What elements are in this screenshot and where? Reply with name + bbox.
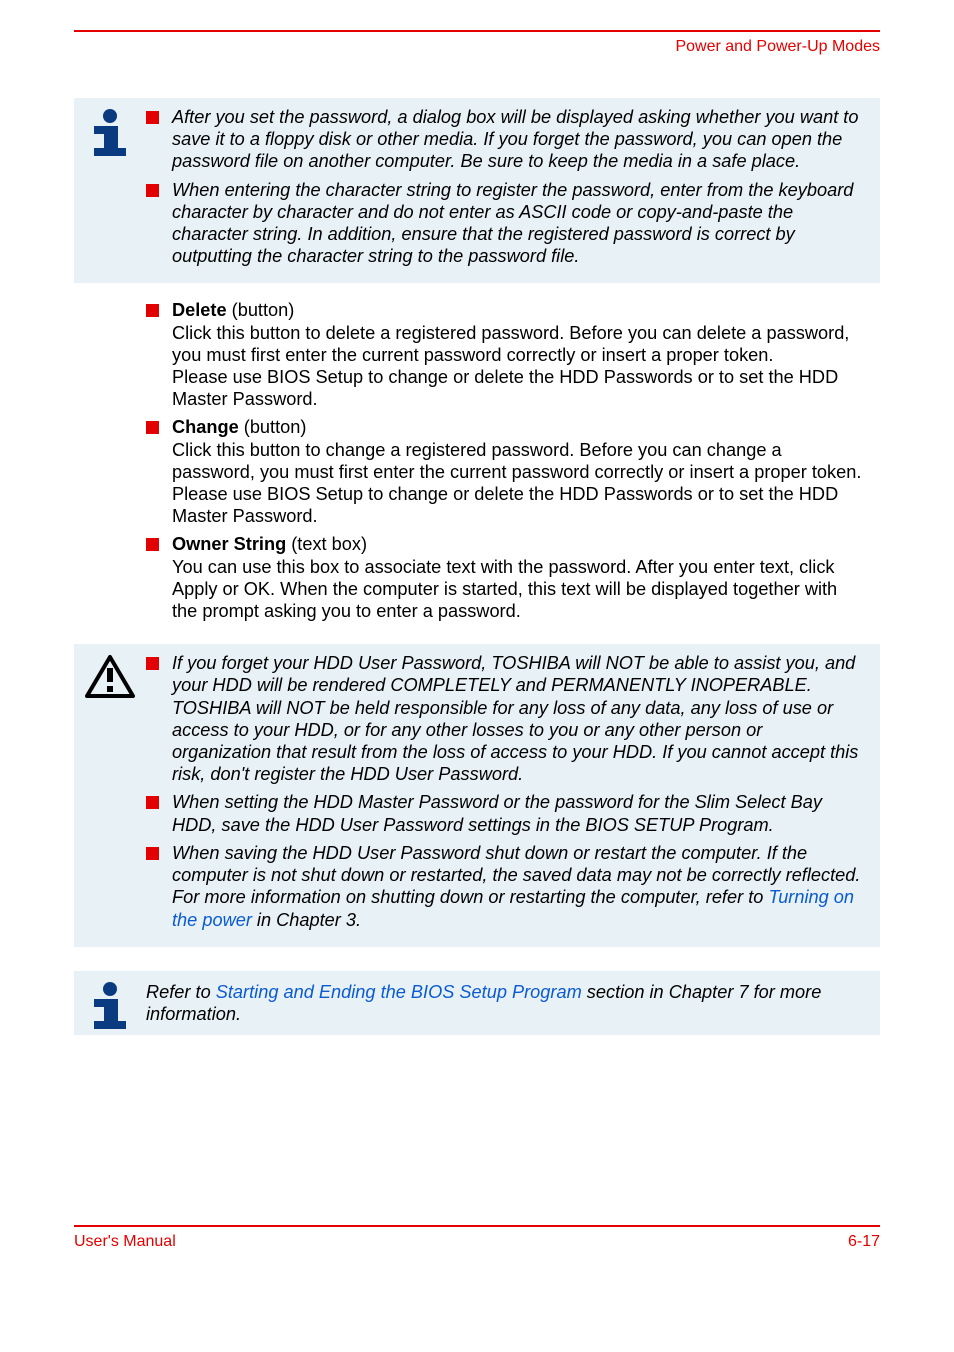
warning-icon [84,654,136,700]
running-header: Power and Power-Up Modes [74,38,880,56]
note-box-1: After you set the password, a dialog box… [74,98,880,283]
warning-item: When saving the HDD User Password shut d… [146,842,866,931]
footer-left: User's Manual [74,1233,176,1251]
warning-item: If you forget your HDD User Password, TO… [146,652,866,785]
link-bios-setup[interactable]: Starting and Ending the BIOS Setup Progr… [216,982,582,1002]
list-item-delete: Delete (button) Click this button to del… [146,299,866,410]
list-item-change: Change (button) Click this button to cha… [146,416,866,527]
footer-right: 6-17 [848,1233,880,1251]
body-list: Delete (button) Click this button to del… [74,293,880,634]
note-box-2: Refer to Starting and Ending the BIOS Se… [74,971,880,1035]
list-item-owner-string: Owner String (text box) You can use this… [146,533,866,622]
warning-item: When setting the HDD Master Password or … [146,791,866,835]
info-icon [88,981,132,1029]
note-item: When entering the character string to re… [146,179,866,268]
note-item: After you set the password, a dialog box… [146,106,866,173]
info-icon [88,108,132,156]
warning-box: If you forget your HDD User Password, TO… [74,644,880,946]
